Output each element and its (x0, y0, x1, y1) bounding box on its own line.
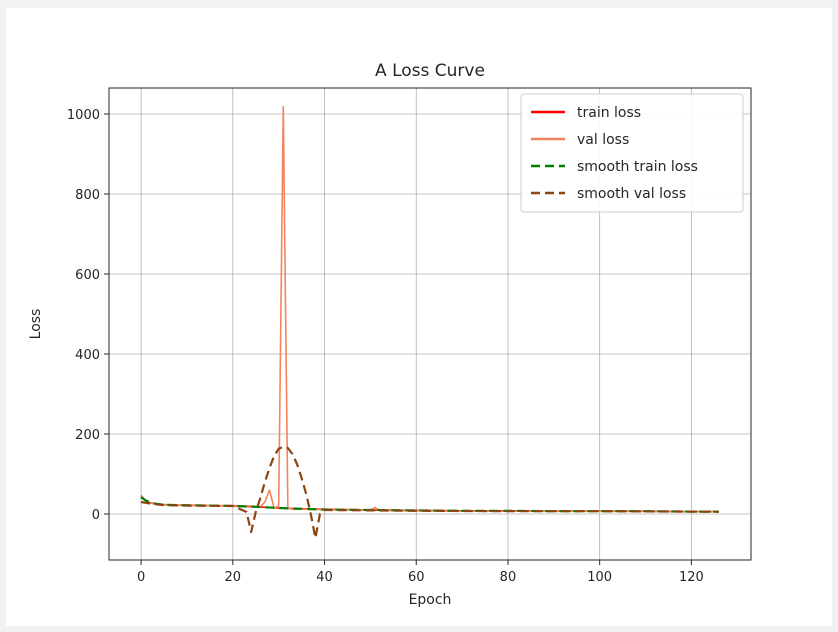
legend: train loss val loss smooth train loss smoot… (520, 93, 744, 213)
x-tick-label: 120 (679, 570, 704, 585)
legend-label: val loss (577, 132, 629, 148)
legend-label: smooth train loss (577, 159, 698, 175)
plot-area-frame (108, 87, 752, 561)
x-tick-label: 0 (137, 570, 145, 585)
series-line-train-loss (140, 495, 719, 513)
loss-chart: 0 20 40 60 80 100 120 0 200 400 600 800 1000 A Loss … (28, 61, 752, 608)
series-line-smooth-train-loss (140, 496, 719, 513)
y-tick-label: 600 (75, 268, 100, 283)
series-line-smooth-val-loss (140, 445, 719, 540)
y-tick-label: 400 (75, 348, 100, 363)
legend-label: train loss (577, 105, 641, 121)
legend-label: smooth val loss (577, 186, 686, 202)
x-tick-label: 40 (316, 570, 333, 585)
legend-box (520, 93, 744, 213)
y-tick-label: 1000 (67, 108, 100, 123)
y-tick-label: 800 (75, 188, 100, 203)
series-layer (140, 106, 719, 540)
x-tick-label: 60 (408, 570, 425, 585)
x-tick-label: 100 (587, 570, 612, 585)
x-tick-label: 20 (225, 570, 242, 585)
y-axis-label: Loss (28, 309, 44, 340)
axis-ticks: 0 20 40 60 80 100 120 0 200 400 600 800 1000 (67, 108, 704, 585)
chart-title: A Loss Curve (375, 61, 485, 81)
y-tick-label: 200 (75, 428, 100, 443)
figure-frame: 0 20 40 60 80 100 120 0 200 400 600 800 1000 A Loss … (6, 8, 832, 626)
y-tick-label: 0 (92, 508, 100, 523)
x-axis-label: Epoch (409, 592, 452, 608)
x-tick-label: 80 (500, 570, 517, 585)
